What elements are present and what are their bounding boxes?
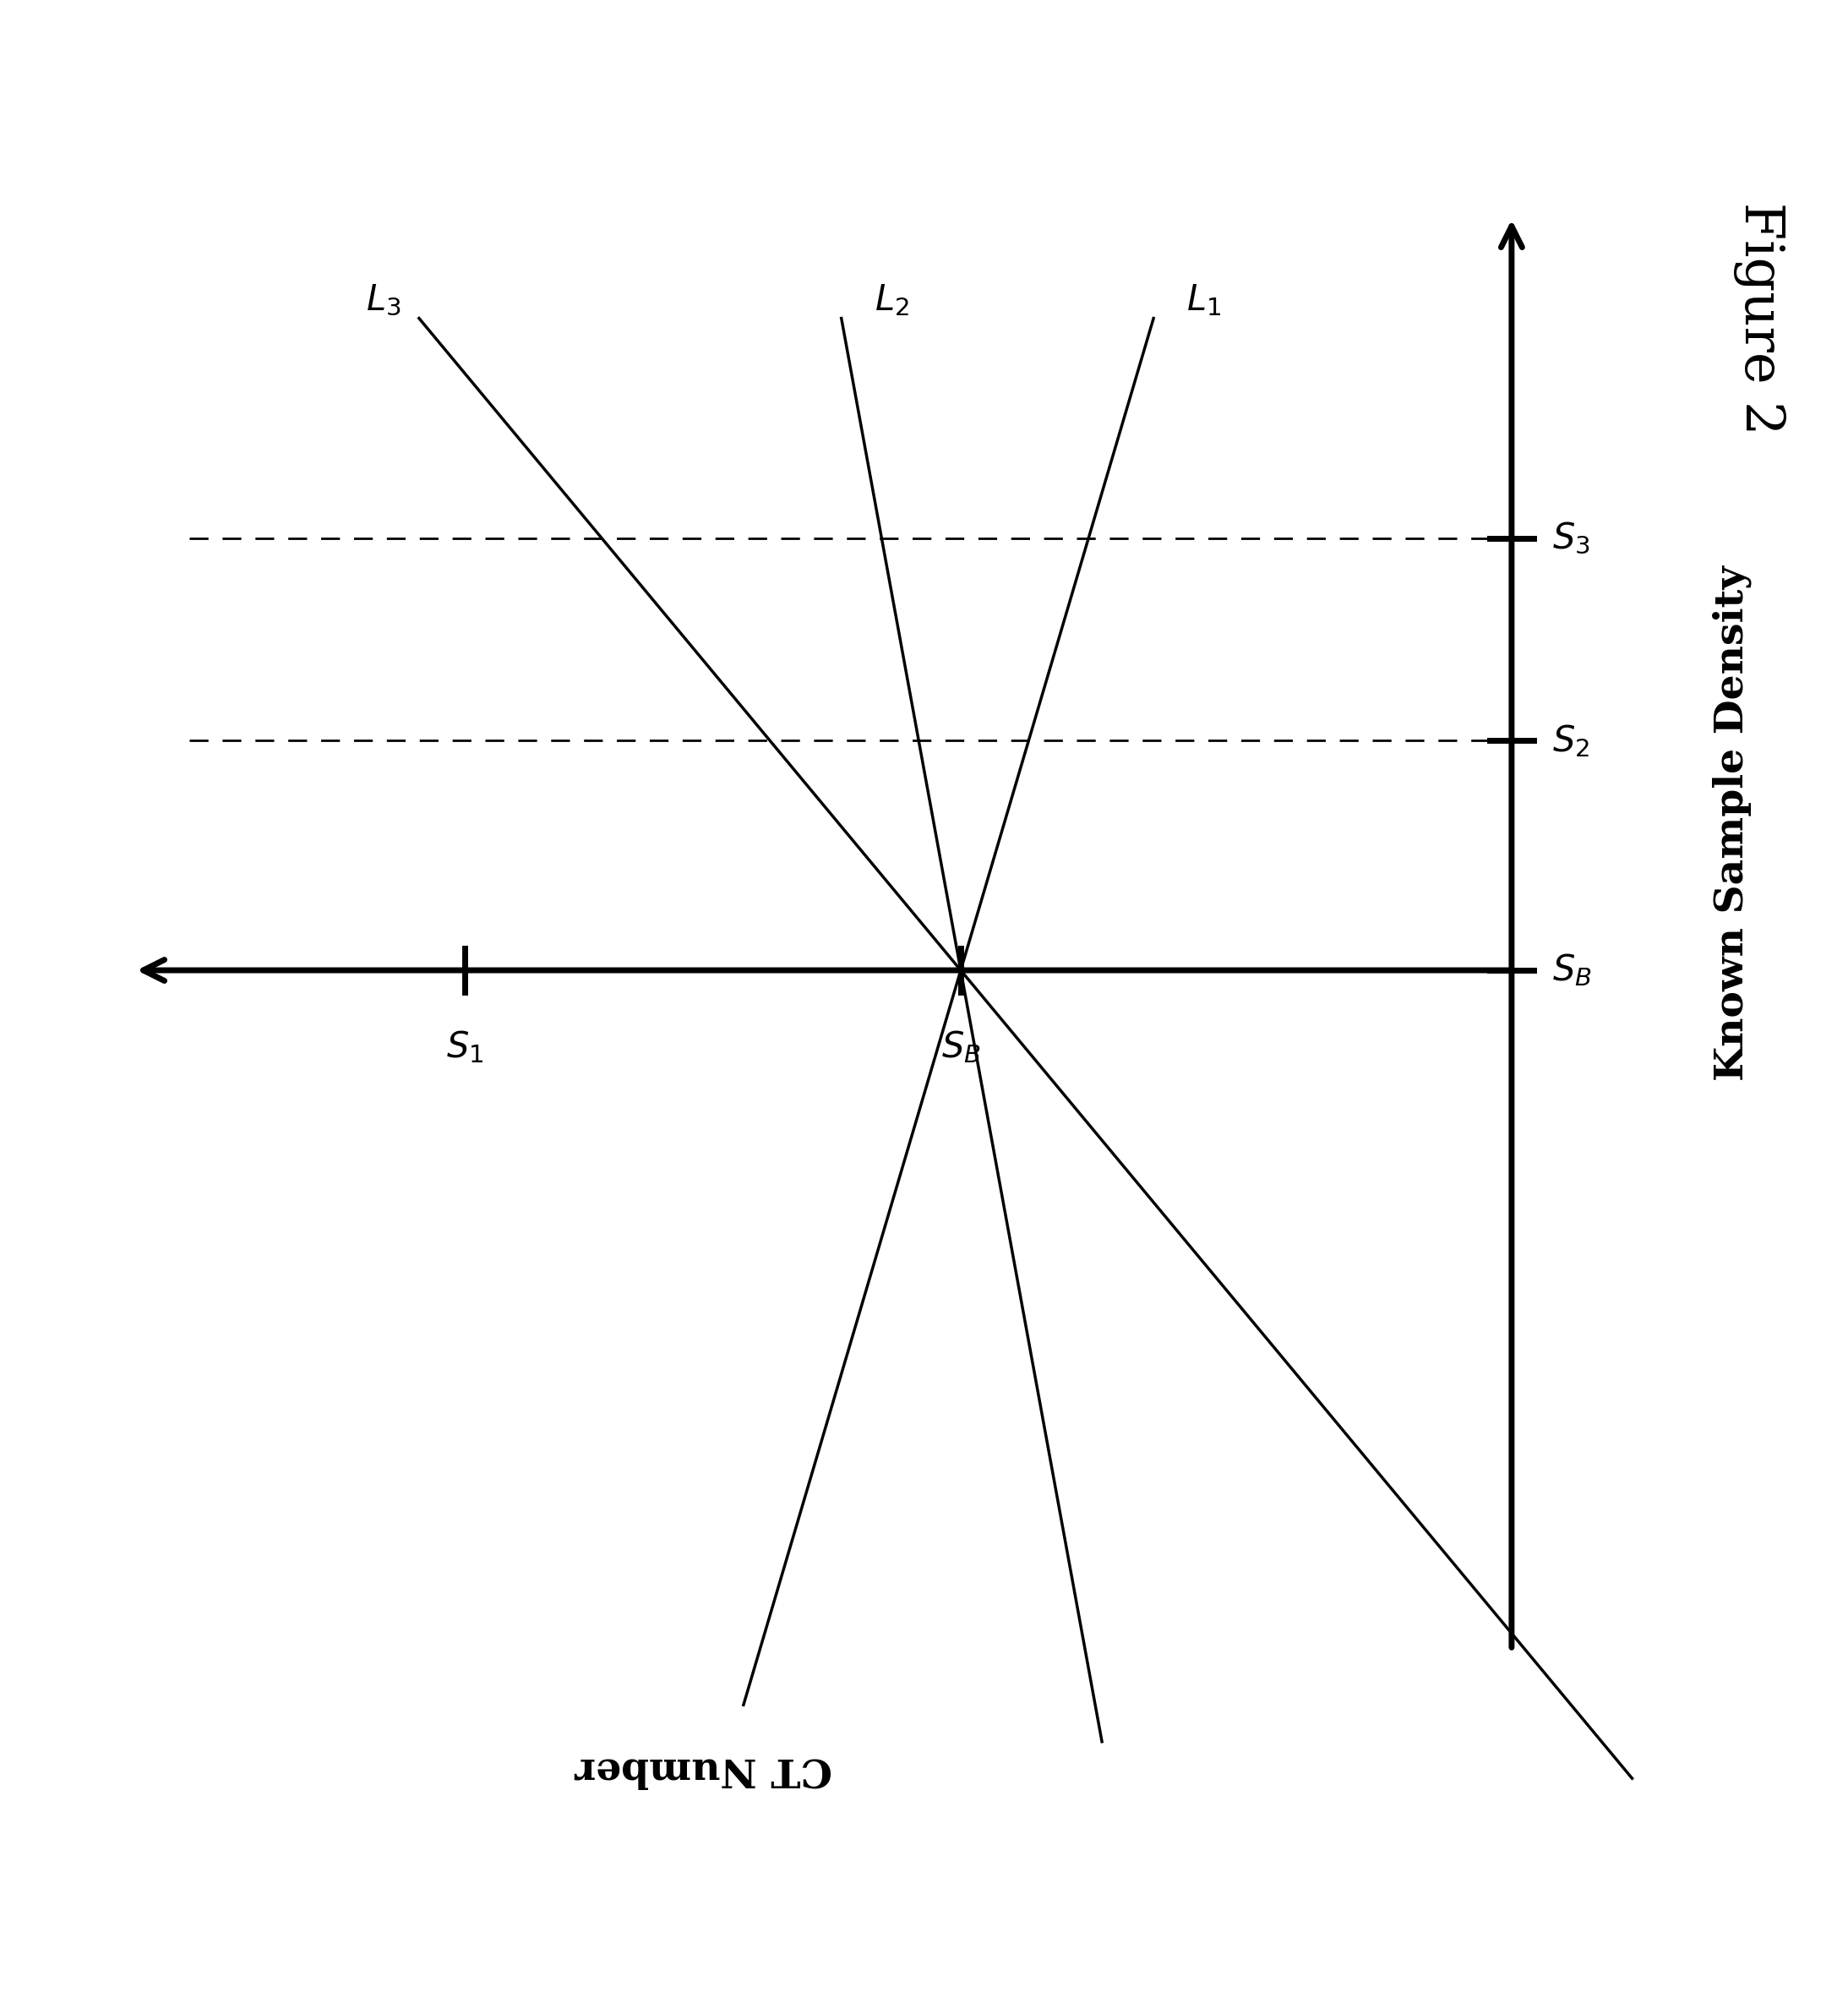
- Text: $L_2$: $L_2$: [874, 282, 909, 318]
- Text: Figure 2: Figure 2: [1733, 201, 1785, 435]
- Text: $S_B$: $S_B$: [941, 1029, 981, 1065]
- Text: $S_2$: $S_2$: [1552, 723, 1589, 759]
- Text: $S_3$: $S_3$: [1552, 522, 1589, 556]
- Text: $S_1$: $S_1$: [445, 1029, 484, 1065]
- Text: Known Sample Density: Known Sample Density: [1713, 566, 1752, 1082]
- Text: $L_1$: $L_1$: [1186, 282, 1222, 318]
- Text: $L_3$: $L_3$: [366, 282, 401, 318]
- Text: CT Number: CT Number: [575, 1750, 832, 1788]
- Text: $S_B$: $S_B$: [1552, 953, 1591, 989]
